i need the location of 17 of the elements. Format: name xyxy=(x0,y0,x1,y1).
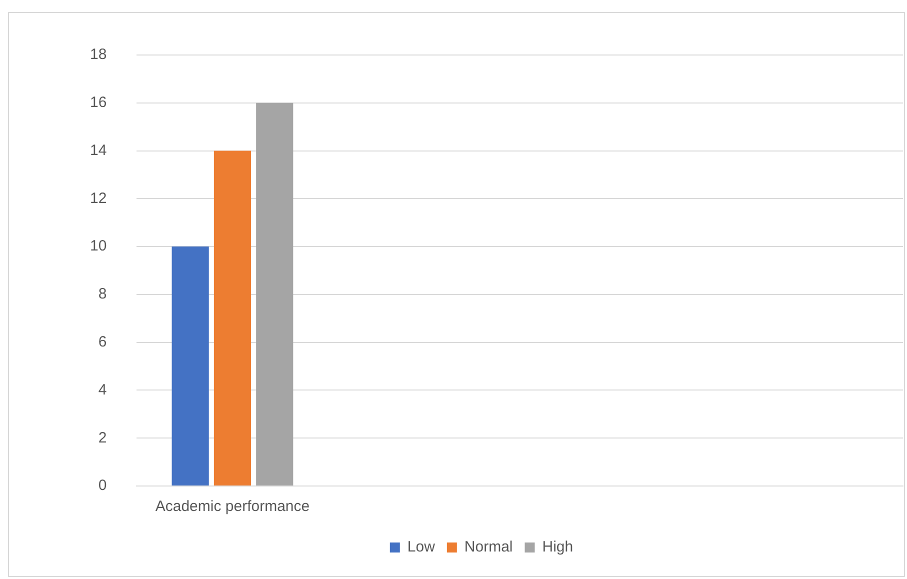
y-tick-label: 8 xyxy=(98,286,107,303)
y-tick-label: 0 xyxy=(98,477,107,494)
bar xyxy=(172,246,209,486)
y-tick-label: 4 xyxy=(98,381,107,398)
y-tick-label: 18 xyxy=(90,46,107,64)
x-tick-label: Academic performance xyxy=(155,498,310,516)
bar xyxy=(256,102,294,486)
legend-label: Low xyxy=(407,538,436,556)
bar xyxy=(214,150,252,486)
legend-label: Normal xyxy=(464,538,513,556)
y-tick-label: 2 xyxy=(98,429,107,446)
y-tick-label: 12 xyxy=(90,190,107,207)
y-tick-label: 6 xyxy=(98,333,107,350)
y-tick-label: 14 xyxy=(90,142,107,159)
y-tick-label: 10 xyxy=(90,238,107,255)
legend-label: High xyxy=(542,538,574,556)
y-tick-label: 16 xyxy=(90,94,107,112)
